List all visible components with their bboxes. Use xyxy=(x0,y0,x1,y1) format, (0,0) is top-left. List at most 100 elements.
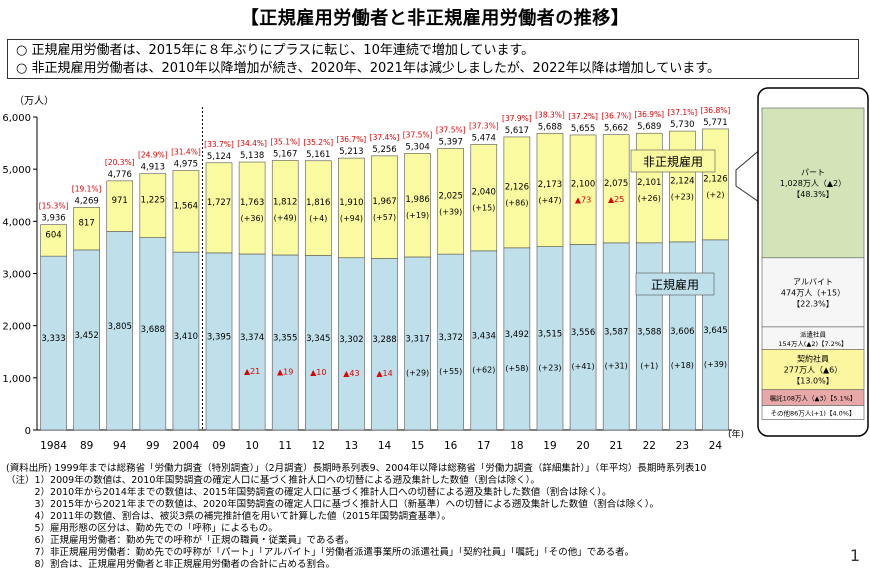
change-label-regular: (+62) xyxy=(472,365,495,374)
bar-nonregular xyxy=(238,161,266,255)
bar-nonregular xyxy=(536,132,564,247)
total-label: 5,662 xyxy=(604,124,628,134)
total-label: 4,776 xyxy=(108,170,132,180)
ratio-label: [36.7%] xyxy=(601,112,631,121)
change-label-nonregular: (+2) xyxy=(706,190,724,199)
x-tick-label: 22 xyxy=(643,440,656,452)
y-tick-label: 0 xyxy=(25,426,31,437)
bar-regular xyxy=(73,249,100,431)
data-label-nonregular: 604 xyxy=(45,230,61,240)
change-label-regular: (+31) xyxy=(605,361,628,370)
ratio-label: [38.3%] xyxy=(535,110,565,119)
page-title: 【正規雇用労働者と非正規雇用労働者の推移】 xyxy=(240,8,630,29)
ratio-label: [36.7%] xyxy=(337,135,367,144)
breakdown-part-label: パート xyxy=(801,168,825,177)
bar-regular xyxy=(536,246,564,431)
change-label-regular: (+29) xyxy=(406,368,429,377)
data-label-regular: 3,434 xyxy=(472,331,496,341)
data-label-regular: 3,587 xyxy=(604,327,628,337)
breakdown-keiyaku-label: 277万人（▲6） xyxy=(784,366,843,375)
note-line: 2）2010年から2014年までの数値は、2015年国勢調査の確定人口に基づく推… xyxy=(6,487,612,498)
y-tick-label: 3,000 xyxy=(2,270,31,281)
ratio-label: [37.1%] xyxy=(668,108,698,117)
breakdown-shokutaku-label: 嘱託108万人（▲3）【5.1%】 xyxy=(770,394,857,403)
data-label-regular: 3,556 xyxy=(571,328,595,338)
data-label-regular: 3,606 xyxy=(670,327,694,337)
data-label-nonregular: 1,727 xyxy=(207,198,231,208)
bar-regular xyxy=(437,253,464,431)
breakdown-arubaito-label: 【22.3%】 xyxy=(792,299,833,308)
data-label-regular: 3,288 xyxy=(372,335,396,345)
x-tick-label: 09 xyxy=(212,440,225,452)
data-label-nonregular: 1,564 xyxy=(174,201,198,211)
data-label-regular: 3,395 xyxy=(207,332,231,342)
data-label-regular: 3,645 xyxy=(703,326,727,336)
change-label-regular: (+18) xyxy=(671,361,694,370)
ratio-label: [37.2%] xyxy=(568,112,598,121)
ratio-label: [24.9%] xyxy=(138,151,168,160)
notes-block: (資料出所) 1999年までは総務省「労働力調査（特別調査）」（2月調査）長期時… xyxy=(6,463,846,571)
data-label-nonregular: 1,225 xyxy=(141,196,165,206)
x-tick-label: 17 xyxy=(477,440,490,452)
note-line: 3）2015年から2021年までの数値は、2020年国勢調査の確定人口に基づく推… xyxy=(6,499,660,510)
x-tick-label: 11 xyxy=(279,440,292,452)
bar-nonregular xyxy=(205,162,233,254)
bar-regular xyxy=(569,244,597,431)
bar-nonregular xyxy=(569,134,597,245)
ratio-label: [37.5%] xyxy=(436,125,466,134)
total-label: 5,730 xyxy=(670,120,694,130)
ratio-label: [36.8%] xyxy=(701,106,731,115)
change-label-nonregular: (+19) xyxy=(406,211,429,220)
x-tick-label: 20 xyxy=(576,440,589,452)
data-label-regular: 3,410 xyxy=(174,332,198,342)
bar-regular xyxy=(702,239,729,431)
data-label-regular: 3,492 xyxy=(505,330,529,340)
x-tick-label: 13 xyxy=(345,440,358,452)
data-label-regular: 3,333 xyxy=(41,334,65,344)
bar-nonregular xyxy=(602,134,630,244)
ratio-label: [36.9%] xyxy=(634,110,664,119)
bar-regular xyxy=(106,231,134,431)
ratio-label: [37.9%] xyxy=(502,114,532,123)
total-label: 5,655 xyxy=(571,124,595,134)
data-label-nonregular: 817 xyxy=(79,219,95,229)
source-note: (資料出所) 1999年までは総務省「労働力調査（特別調査）」（2月調査）長期時… xyxy=(6,463,707,474)
note-line: 4）2011年の数値、割合は、被災3県の補完推計値を用いて計算した値（2015年… xyxy=(6,511,451,522)
breakdown-haken-label: 派遣社員 xyxy=(800,329,827,338)
bar-regular xyxy=(503,247,531,431)
bar-nonregular xyxy=(404,153,431,258)
ratio-label: [34.4%] xyxy=(237,139,267,148)
employment-chart: 0 1,000 2,000 3,000 4,000 5,000 6,000 （万人） (年) 3,… xyxy=(2,87,869,452)
data-label-regular: 3,588 xyxy=(637,327,661,337)
note-line: 8）割合は、正規雇用労働者と非正規雇用労働者の合計に占める割合。 xyxy=(6,559,336,570)
total-label: 3,936 xyxy=(41,214,65,224)
breakdown-arubaito-label: 474万人（+15） xyxy=(781,288,845,297)
change-label-nonregular: ▲25 xyxy=(608,195,624,204)
note-line: 7）非正規雇用労働者：勤め先での呼称が「パート」「アルバイト」「労働者派遣事業所… xyxy=(6,547,635,558)
x-tick-label: 14 xyxy=(378,440,392,452)
total-label: 5,397 xyxy=(439,137,463,147)
total-label: 5,304 xyxy=(405,142,429,152)
change-label-nonregular: (+39) xyxy=(439,207,462,216)
note-line: 6）正規雇用労働者：勤め先での呼称が「正規の職員・従業員」である者。 xyxy=(6,535,354,546)
bar-regular xyxy=(470,250,498,431)
x-tick-label: 21 xyxy=(609,440,622,452)
data-label-nonregular: 2,126 xyxy=(505,182,529,192)
x-tick-label: 1984 xyxy=(40,440,67,452)
x-tick-label: 24 xyxy=(709,440,723,452)
data-label-nonregular: 2,040 xyxy=(472,188,496,198)
total-label: 5,617 xyxy=(505,126,529,136)
note-line: （注）1）2009年の数値は、2010年国勢調査の確定人口に基づく推計人口への切… xyxy=(6,475,540,486)
x-tick-label: 23 xyxy=(676,440,689,452)
breakdown-part-label: 1,028万人（▲2） xyxy=(780,179,846,188)
breakdown-other-label: その他86万人(+1)【4.0%】 xyxy=(771,408,856,417)
change-label-nonregular: (+26) xyxy=(638,194,661,203)
legend-regular-label: 正規雇用 xyxy=(651,277,699,292)
ratio-label: [37.3%] xyxy=(469,121,499,130)
total-label: 5,688 xyxy=(538,122,562,132)
bar-nonregular xyxy=(172,170,200,253)
y-tick-label: 1,000 xyxy=(2,374,31,385)
ratio-label: [35.1%] xyxy=(270,137,300,146)
x-tick-label: 10 xyxy=(245,440,258,452)
bar-nonregular xyxy=(437,148,464,255)
